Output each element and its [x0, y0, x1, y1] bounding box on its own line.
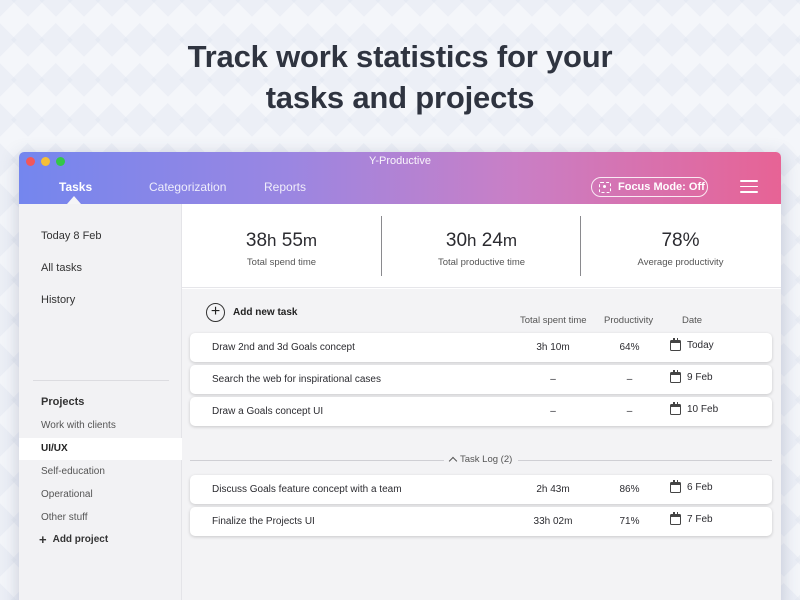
sidebar: Today 8 Feb All tasks History Projects W… — [19, 204, 182, 600]
sidebar-item-history[interactable]: History — [41, 294, 76, 306]
task-date-label: 7 Feb — [687, 514, 713, 525]
stat-average-productivity-label: Average productivity — [637, 257, 724, 268]
stat-total-spend-value: 38h 55m — [245, 230, 318, 251]
project-work-with-clients[interactable]: Work with clients — [41, 420, 116, 431]
task-productivity: – — [626, 374, 633, 385]
task-log-row[interactable]: Finalize the Projects UI 33h 02m 71% 7 F… — [190, 507, 772, 536]
stats-panel: 38h 55m Total spend time 30h 24m Total p… — [182, 204, 781, 288]
task-date[interactable]: 6 Feb — [670, 480, 713, 493]
headline-line-2: tasks and projects — [265, 80, 535, 115]
task-name: Finalize the Projects UI — [212, 516, 315, 527]
close-window-button[interactable] — [26, 157, 35, 166]
stat-total-spend: 38h 55m Total spend time — [182, 204, 381, 288]
project-operational[interactable]: Operational — [41, 489, 93, 500]
stat-separator — [580, 216, 581, 276]
add-task-label: Add new task — [233, 307, 298, 318]
app-header: Y-Productive Tasks Categorization Report… — [19, 152, 781, 204]
window-controls — [26, 157, 65, 166]
project-other-stuff[interactable]: Other stuff — [41, 512, 88, 523]
tab-reports[interactable]: Reports — [264, 180, 307, 194]
task-spent-time: – — [550, 374, 556, 385]
stat-total-spend-label: Total spend time — [246, 257, 317, 268]
sidebar-item-today[interactable]: Today 8 Feb — [41, 230, 102, 242]
task-log-row[interactable]: Discuss Goals feature concept with a tea… — [190, 475, 772, 504]
task-date-label: 9 Feb — [687, 372, 713, 383]
window-title: Y-Productive — [369, 155, 431, 167]
task-name: Draw a Goals concept UI — [212, 406, 324, 417]
calendar-icon — [670, 480, 681, 493]
add-project-button[interactable]: + Add project — [39, 531, 109, 547]
marketing-headline: Track work statistics for your tasks and… — [0, 36, 800, 118]
task-date[interactable]: 7 Feb — [670, 512, 713, 525]
task-productivity: – — [626, 406, 633, 417]
active-tab-indicator — [67, 196, 81, 204]
hamburger-menu-icon[interactable] — [740, 180, 758, 193]
task-name: Draw 2nd and 3d Goals concept — [212, 342, 355, 353]
task-date[interactable]: 9 Feb — [670, 370, 713, 383]
task-spent-time: 2h 43m — [536, 484, 570, 495]
focus-mode-button[interactable]: Focus Mode: Off — [591, 177, 708, 197]
column-header-date[interactable]: Date — [682, 315, 703, 326]
task-row[interactable]: Draw 2nd and 3d Goals concept 3h 10m 64%… — [190, 333, 772, 362]
zoom-window-button[interactable] — [56, 157, 65, 166]
task-productivity: 71% — [619, 516, 640, 527]
stat-separator — [381, 216, 382, 276]
stat-total-productive-label: Total productive time — [437, 257, 526, 268]
column-header-spent[interactable]: Total spent time — [520, 315, 587, 326]
calendar-icon — [670, 402, 681, 415]
project-ui-ux[interactable]: UI/UX — [19, 438, 182, 460]
task-spent-time: 33h 02m — [533, 516, 573, 527]
task-log-toggle[interactable]: Task Log (2) — [444, 454, 519, 466]
chevron-up-icon — [448, 456, 458, 466]
calendar-icon — [670, 370, 681, 383]
task-date[interactable]: Today — [670, 338, 714, 351]
task-date-label: Today — [687, 340, 714, 351]
task-spent-time: 3h 10m — [536, 342, 570, 353]
focus-icon — [599, 181, 611, 193]
tab-tasks[interactable]: Tasks — [59, 180, 93, 194]
task-productivity: 64% — [619, 342, 640, 353]
task-log-label: Task Log (2) — [460, 454, 513, 465]
task-name: Search the web for inspirational cases — [212, 374, 381, 385]
sidebar-item-all-tasks[interactable]: All tasks — [41, 262, 82, 274]
task-row[interactable]: Search the web for inspirational cases –… — [190, 365, 772, 394]
projects-heading: Projects — [41, 396, 85, 408]
task-date[interactable]: 10 Feb — [670, 402, 719, 415]
minimize-window-button[interactable] — [41, 157, 50, 166]
project-self-education[interactable]: Self-education — [41, 466, 105, 477]
app-window: Y-Productive Tasks Categorization Report… — [19, 152, 781, 600]
focus-mode-label: Focus Mode: Off — [618, 181, 705, 193]
add-project-label: Add project — [52, 534, 109, 545]
task-name: Discuss Goals feature concept with a tea… — [212, 484, 402, 495]
plus-icon: + — [39, 531, 47, 547]
column-header-productivity[interactable]: Productivity — [604, 315, 654, 326]
headline-line-1: Track work statistics for your — [187, 39, 613, 74]
task-productivity: 86% — [619, 484, 640, 495]
stat-average-productivity: 78% Average productivity — [581, 204, 780, 288]
sidebar-divider — [33, 380, 169, 381]
task-spent-time: – — [550, 406, 556, 417]
add-task-button[interactable]: + Add new task — [206, 303, 297, 322]
task-date-label: 10 Feb — [687, 404, 719, 415]
tab-categorization[interactable]: Categorization — [149, 180, 227, 194]
stat-average-productivity-value: 78% — [661, 230, 700, 251]
stat-total-productive-value: 30h 24m — [445, 230, 518, 251]
task-content: + Add new task Total spent time Producti… — [182, 289, 781, 600]
calendar-icon — [670, 512, 681, 525]
task-row[interactable]: Draw a Goals concept UI – – 10 Feb — [190, 397, 772, 426]
stat-total-productive: 30h 24m Total productive time — [382, 204, 581, 288]
task-date-label: 6 Feb — [687, 482, 713, 493]
plus-circle-icon: + — [206, 303, 225, 322]
calendar-icon — [670, 338, 681, 351]
